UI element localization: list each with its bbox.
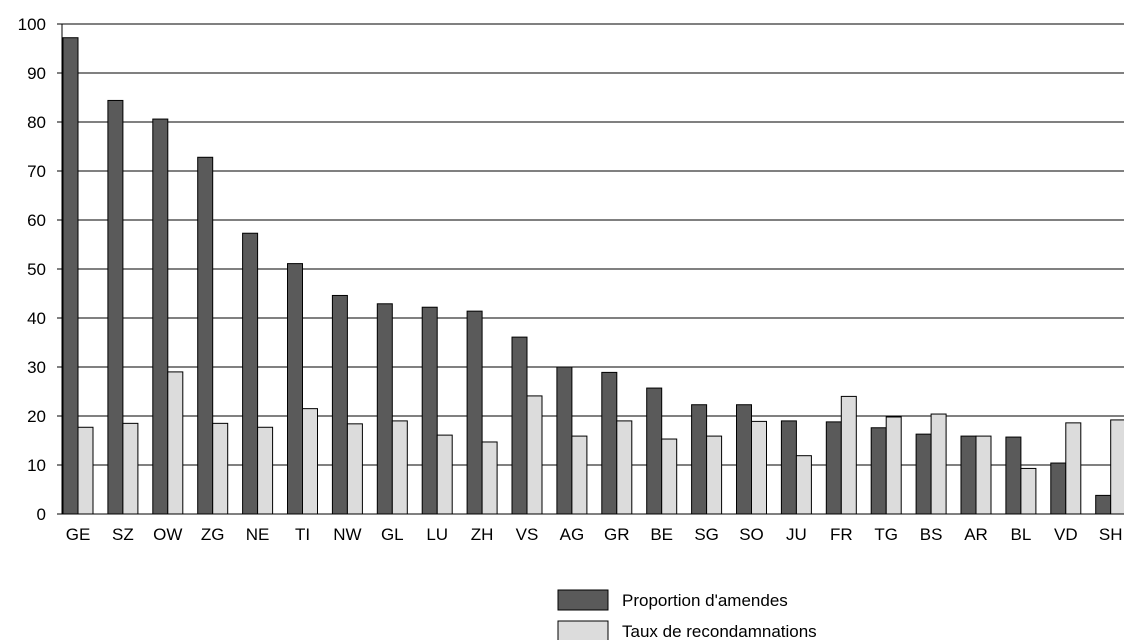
bar-proportion-ow <box>152 118 169 515</box>
bar-recondamnations-gr <box>616 420 633 515</box>
bar-proportion-be <box>646 387 663 515</box>
bars <box>62 37 1124 515</box>
bar-proportion-sz <box>107 99 124 515</box>
x-tick-label: GL <box>381 525 404 544</box>
bar-proportion-zh <box>466 310 483 515</box>
x-tick-label: VD <box>1054 525 1078 544</box>
x-tick-label: ZG <box>201 525 225 544</box>
x-tick-label: AR <box>964 525 988 544</box>
bar-recondamnations-ne <box>257 426 274 515</box>
bar-recondamnations-ag <box>571 435 588 515</box>
x-tick-label: BL <box>1011 525 1032 544</box>
bar-recondamnations-ti <box>302 408 318 515</box>
x-tick-label: TI <box>295 525 310 544</box>
y-tick-label: 100 <box>18 15 46 34</box>
x-tick-label: GR <box>604 525 630 544</box>
y-tick-label: 30 <box>27 358 46 377</box>
x-tick-label: SH <box>1099 525 1123 544</box>
y-tick-label: 70 <box>27 162 46 181</box>
bar-recondamnations-sg <box>706 435 723 515</box>
x-tick-label: TG <box>874 525 898 544</box>
bar-proportion-fr <box>825 421 842 515</box>
y-tick-label: 60 <box>27 211 46 230</box>
bar-proportion-so <box>736 404 752 515</box>
bar-recondamnations-lu <box>436 434 453 515</box>
x-tick-label: SZ <box>112 525 134 544</box>
bar-recondamnations-vs <box>526 395 543 515</box>
x-tick-label: SG <box>694 525 719 544</box>
x-tick-label: BS <box>920 525 943 544</box>
y-tick-label: 50 <box>27 260 46 279</box>
x-tick-label: GE <box>66 525 91 544</box>
x-tick-label: NE <box>246 525 270 544</box>
y-tick-label: 90 <box>27 64 46 83</box>
bar-recondamnations-tg <box>885 416 902 515</box>
y-tick-label: 0 <box>37 505 46 524</box>
bar-proportion-ju <box>780 420 797 515</box>
bar-recondamnations-bs <box>930 413 947 515</box>
bar-proportion-zg <box>197 156 214 515</box>
bar-proportion-vd <box>1050 462 1067 515</box>
bar-recondamnations-so <box>751 420 767 515</box>
x-tick-label: ZH <box>471 525 494 544</box>
bar-proportion-ar <box>960 435 977 515</box>
bar-recondamnations-sh <box>1110 419 1124 515</box>
bar-recondamnations-bl <box>1020 467 1037 515</box>
bar-recondamnations-ar <box>975 435 992 515</box>
y-tick-label: 20 <box>27 407 46 426</box>
bar-recondamnations-ge <box>77 426 94 515</box>
x-tick-label: NW <box>333 525 361 544</box>
legend-label-proportion: Proportion d'amendes <box>622 591 788 610</box>
bar-proportion-nw <box>331 294 348 515</box>
bar-proportion-lu <box>421 306 438 515</box>
x-tick-label: LU <box>426 525 448 544</box>
bar-recondamnations-fr <box>840 395 857 515</box>
legend-swatch-proportion <box>557 589 609 611</box>
bar-proportion-gl <box>376 303 393 515</box>
legend-swatch-recondamnations <box>557 620 609 640</box>
x-tick-label: BE <box>650 525 673 544</box>
bar-proportion-ti <box>287 263 303 515</box>
y-axis-ticks: 0 10 20 30 40 50 60 70 80 90 100 <box>18 15 62 524</box>
bar-proportion-ag <box>556 366 573 515</box>
bar-recondamnations-nw <box>346 423 363 515</box>
y-tick-label: 80 <box>27 113 46 132</box>
x-tick-label: VS <box>516 525 539 544</box>
bar-recondamnations-vd <box>1065 422 1082 515</box>
bar-proportion-sh <box>1095 494 1112 515</box>
bar-recondamnations-zh <box>481 441 498 515</box>
y-tick-label: 40 <box>27 309 46 328</box>
gridlines <box>62 23 1124 466</box>
bar-proportion-bl <box>1005 436 1022 515</box>
bar-proportion-tg <box>870 427 887 515</box>
bar-recondamnations-ju <box>795 455 812 515</box>
bar-proportion-sg <box>691 404 708 515</box>
bar-recondamnations-zg <box>212 422 229 515</box>
x-tick-label: JU <box>786 525 807 544</box>
bar-proportion-vs <box>511 336 528 515</box>
bar-proportion-ne <box>242 232 259 515</box>
legend-label-recondamnations: Taux de recondamnations <box>622 622 817 640</box>
x-tick-label: OW <box>153 525 182 544</box>
bar-recondamnations-ow <box>167 371 184 515</box>
legend: Proportion d'amendes Taux de recondamnat… <box>557 589 817 640</box>
bar-proportion-bs <box>915 433 932 515</box>
bar-proportion-gr <box>601 371 618 515</box>
x-tick-label: FR <box>830 525 853 544</box>
bar-recondamnations-gl <box>391 420 408 515</box>
bar-proportion-ge <box>62 37 79 515</box>
bar-recondamnations-be <box>661 438 678 515</box>
x-axis-labels: GE SZ OW ZG NE TI NW GL LU ZH VS AG GR BE SG SO JU FR TG BS… <box>66 525 1123 544</box>
x-tick-label: SO <box>739 525 764 544</box>
bar-recondamnations-sz <box>122 422 139 515</box>
x-tick-label: AG <box>560 525 585 544</box>
y-tick-label: 10 <box>27 456 46 475</box>
